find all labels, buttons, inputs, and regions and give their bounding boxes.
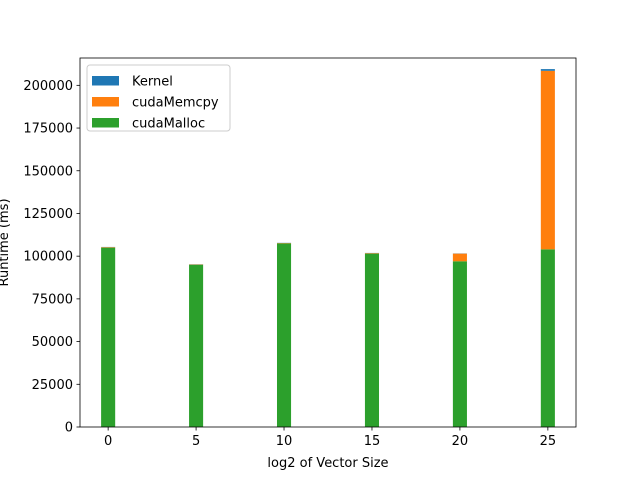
legend-swatch-cudamemcpy [92, 97, 119, 107]
y-axis-ticks: 0 25000 50000 75000 100000 125000 150000 175000… [23, 79, 80, 436]
x-axis-ticks: 0 5 10 15 20 25 [104, 427, 556, 449]
y-tick-label: 175000 [23, 122, 73, 137]
x-tick-label: 10 [276, 434, 293, 449]
x-tick-label: 25 [540, 434, 557, 449]
bars-layer [101, 69, 555, 428]
y-tick-label: 100000 [23, 250, 73, 265]
bar-cudamemcpy-x20 [452, 253, 467, 262]
legend-label-cudamalloc: cudaMalloc [132, 117, 205, 132]
x-tick-label: 5 [192, 434, 200, 449]
y-tick-label: 75000 [32, 292, 73, 307]
x-tick-label: 0 [104, 434, 112, 449]
y-tick-label: 25000 [32, 378, 73, 393]
legend: Kernel cudaMemcpy cudaMalloc [86, 64, 231, 132]
legend-box [86, 64, 231, 132]
bar-cudamemcpy-x0 [101, 247, 116, 248]
y-axis-label: Runtime (ms) [0, 198, 12, 286]
y-tick-label: 150000 [23, 164, 73, 179]
y-tick-label: 50000 [32, 335, 73, 350]
bar-cudamalloc-x15 [364, 253, 380, 427]
bar-cudamemcpy-x15 [364, 253, 380, 254]
bar-cudamalloc-x20 [452, 261, 467, 427]
y-tick-label: 125000 [23, 207, 73, 222]
legend-label-cudamemcpy: cudaMemcpy [132, 96, 219, 111]
x-axis-label: log2 of Vector Size [267, 456, 388, 471]
bar-cudamalloc-x10 [276, 243, 292, 427]
x-tick-label: 20 [452, 434, 469, 449]
bar-cudamalloc-x0 [101, 247, 116, 428]
legend-label-kernel: Kernel [132, 75, 173, 90]
bar-kernel-x25 [540, 69, 555, 71]
bar-cudamalloc-x25 [540, 249, 555, 427]
x-tick-label: 15 [364, 434, 381, 449]
y-tick-label: 0 [65, 421, 73, 436]
y-tick-label: 200000 [23, 79, 73, 94]
bar-cudamalloc-x5 [189, 264, 204, 427]
axes-frame [79, 57, 577, 428]
bar-cudamemcpy-x25 [540, 70, 555, 250]
legend-swatch-kernel [92, 76, 119, 86]
legend-swatch-cudamalloc [92, 118, 119, 128]
